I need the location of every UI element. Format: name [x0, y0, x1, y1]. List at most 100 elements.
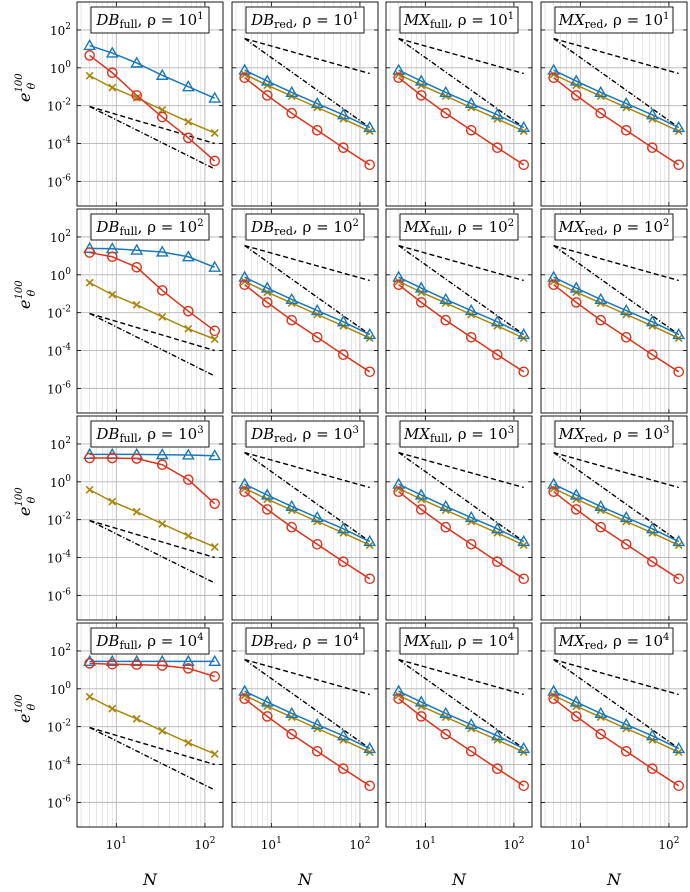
data-point-triangle	[547, 684, 561, 696]
series-line-cross	[89, 696, 216, 755]
data-point-triangle	[439, 292, 453, 305]
x-axis-label: N	[606, 870, 622, 889]
data-point-cross	[132, 507, 141, 516]
x-tick-label: 102	[194, 836, 215, 852]
y-tick-exponent: -2	[62, 305, 71, 315]
data-point-triangle	[569, 695, 583, 707]
data-point-circle	[465, 124, 477, 136]
y-tick-label: 10-6	[47, 380, 71, 396]
panel-0-2: MXfull, ρ = 101	[385, 1, 533, 207]
data-point-triangle	[310, 303, 324, 316]
reference-slope-dashdot	[89, 105, 216, 170]
panel-title-text: MXred, ρ = 103	[558, 425, 670, 445]
series-circle	[393, 72, 530, 171]
data-point-triangle	[83, 38, 97, 51]
data-point-triangle	[517, 120, 531, 133]
x-tick-label: 101	[570, 836, 591, 852]
series-cross	[394, 484, 528, 550]
data-point-cross	[210, 129, 219, 137]
data-point-circle	[440, 314, 452, 326]
data-point-triangle	[645, 522, 659, 534]
data-point-triangle	[260, 74, 274, 86]
title-variant: full	[119, 225, 138, 238]
title-variant: red	[585, 225, 604, 238]
series-triangle	[238, 63, 377, 133]
data-point-circle	[673, 366, 685, 378]
data-point-circle	[673, 573, 685, 585]
series-cross	[240, 277, 374, 343]
grid	[77, 416, 223, 620]
title-rho-exponent: 4	[353, 632, 359, 643]
series-line-circle	[398, 284, 525, 373]
panel-2-3: MXred, ρ = 103	[540, 415, 688, 621]
y-tick-label: 10-4	[47, 343, 71, 359]
y-tick-label: 10-2	[47, 98, 71, 114]
title-method: MX	[403, 218, 431, 236]
reference-slope-dashed	[244, 244, 370, 282]
data-point-triangle	[310, 717, 324, 730]
x-tick-base: 10	[261, 838, 276, 852]
panel-title-text: DBred, ρ = 104	[250, 632, 359, 652]
y-label-sub: θ	[25, 289, 38, 296]
data-point-triangle	[464, 717, 478, 730]
panel-title-text: DBfull, ρ = 103	[95, 425, 203, 445]
data-point-triangle	[547, 270, 561, 282]
series-circle	[84, 247, 221, 337]
data-point-circle	[620, 538, 632, 550]
series-triangle	[392, 270, 531, 340]
x-tick-base: 10	[658, 838, 673, 852]
title-rho: , ρ = 10	[448, 425, 508, 443]
data-point-triangle	[547, 63, 561, 75]
x-tick-label: 102	[349, 836, 370, 852]
data-point-circle	[209, 325, 221, 337]
y-tick-base: 10	[47, 589, 62, 603]
panel-title-text: DBred, ρ = 102	[250, 218, 359, 238]
panel-title: DBred, ρ = 102	[245, 213, 365, 241]
title-variant: full	[430, 225, 449, 238]
data-point-circle	[518, 780, 530, 792]
reference-slope-dashed	[553, 244, 679, 282]
series-circle	[84, 658, 221, 682]
y-tick-exponent: -4	[62, 136, 71, 146]
reference-slope-dashed	[244, 451, 370, 489]
title-rho-exponent: 2	[197, 218, 203, 229]
data-point-circle	[364, 366, 376, 378]
data-point-circle	[393, 279, 404, 291]
title-rho: , ρ = 10	[448, 11, 508, 29]
series-triangle	[547, 477, 686, 547]
series-circle	[548, 279, 685, 378]
data-point-cross	[132, 714, 141, 723]
reference-slope-dashdot	[89, 519, 216, 584]
data-point-triangle	[363, 120, 377, 133]
series-triangle	[83, 241, 222, 272]
panel-title: MXred, ρ = 103	[554, 420, 674, 448]
data-point-triangle	[285, 499, 299, 512]
y-axis-label: e100θ	[14, 487, 38, 516]
data-point-triangle	[439, 499, 453, 512]
data-point-circle	[156, 111, 168, 123]
data-point-circle	[286, 521, 298, 533]
panel-title-text: DBfull, ρ = 104	[95, 632, 203, 652]
data-point-circle	[84, 658, 95, 669]
data-point-cross	[108, 290, 117, 299]
data-point-triangle	[105, 46, 119, 58]
data-point-triangle	[672, 120, 686, 133]
title-rho: , ρ = 10	[293, 218, 353, 236]
data-point-circle	[84, 247, 95, 258]
data-point-triangle	[238, 270, 252, 282]
y-tick-base: 10	[50, 683, 65, 697]
data-point-triangle	[594, 85, 608, 98]
data-point-cross	[184, 738, 193, 747]
y-tick-exponent: -6	[62, 794, 71, 804]
data-point-circle	[286, 728, 298, 740]
y-tick-exponent: -2	[62, 512, 71, 522]
data-point-circle	[465, 538, 477, 550]
data-point-triangle	[414, 281, 428, 293]
y-label-sub: θ	[25, 496, 38, 503]
data-point-cross	[108, 704, 117, 713]
data-point-circle	[261, 297, 273, 308]
x-tick-base: 10	[106, 838, 121, 852]
reference-slope-dashdot	[89, 312, 216, 377]
title-rho: , ρ = 10	[448, 218, 508, 236]
y-axis-label: e100θ	[14, 694, 38, 723]
